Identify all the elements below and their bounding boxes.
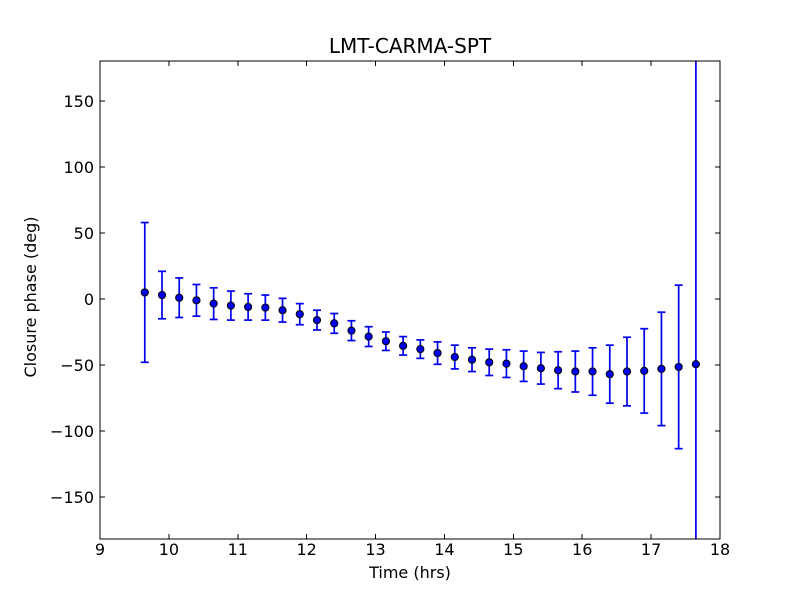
tick-labels: 9 10 11 12 13 14 15 16 17 18 −150 −100 −50 0 50 100 150 xyxy=(50,92,730,559)
x-tick-label: 18 xyxy=(710,540,730,559)
data-point xyxy=(571,367,580,376)
data-point xyxy=(416,345,425,354)
x-tick-label: 12 xyxy=(296,540,316,559)
data-point xyxy=(312,316,322,325)
data-point xyxy=(605,370,614,379)
y-tick-label: 50 xyxy=(74,224,94,243)
data-point xyxy=(485,358,494,367)
data-point xyxy=(554,366,563,375)
data-point xyxy=(450,352,459,362)
data-point xyxy=(295,310,304,319)
chart-title: LMT-CARMA-SPT xyxy=(328,34,492,58)
y-tick-label: 0 xyxy=(84,290,94,309)
x-tick-label: 9 xyxy=(95,540,105,559)
x-tick-label: 13 xyxy=(365,540,385,559)
data-point xyxy=(140,288,149,297)
data-point xyxy=(467,355,477,364)
data-point xyxy=(399,341,408,350)
data-point xyxy=(278,306,287,315)
y-tick-label: 100 xyxy=(63,158,94,177)
data-point xyxy=(244,302,253,312)
y-tick-label: −150 xyxy=(50,488,94,507)
data-points xyxy=(140,288,700,379)
axis-ticks xyxy=(99,61,721,539)
data-point xyxy=(192,296,201,305)
y-tick-label: −50 xyxy=(60,356,94,375)
x-tick-label: 17 xyxy=(641,540,661,559)
plot-spines xyxy=(99,60,721,540)
y-tick-label: 150 xyxy=(63,92,94,111)
data-point xyxy=(226,301,235,310)
data-point xyxy=(588,367,597,376)
data-point xyxy=(519,362,528,371)
data-point xyxy=(536,364,545,373)
x-axis-label: Time (hrs) xyxy=(369,563,451,582)
data-point xyxy=(502,359,511,368)
data-point xyxy=(433,348,442,358)
y-axis-label: Closure phase (deg) xyxy=(21,216,40,378)
data-point xyxy=(157,290,167,300)
data-point xyxy=(640,366,649,375)
data-point xyxy=(622,367,632,376)
data-point xyxy=(381,337,390,346)
x-tick-label: 15 xyxy=(503,540,523,559)
data-point xyxy=(657,364,666,373)
data-point xyxy=(330,319,339,328)
data-point xyxy=(261,303,270,312)
data-point xyxy=(674,362,683,372)
data-point xyxy=(347,326,356,335)
data-point xyxy=(209,299,218,308)
error-bars xyxy=(140,61,697,539)
data-point xyxy=(691,360,700,369)
data-point xyxy=(175,293,184,302)
x-tick-label: 16 xyxy=(572,540,592,559)
x-tick-label: 11 xyxy=(228,540,248,559)
x-tick-label: 10 xyxy=(159,540,179,559)
data-point xyxy=(364,332,373,341)
x-tick-label: 14 xyxy=(434,540,454,559)
y-tick-label: −100 xyxy=(50,422,94,441)
